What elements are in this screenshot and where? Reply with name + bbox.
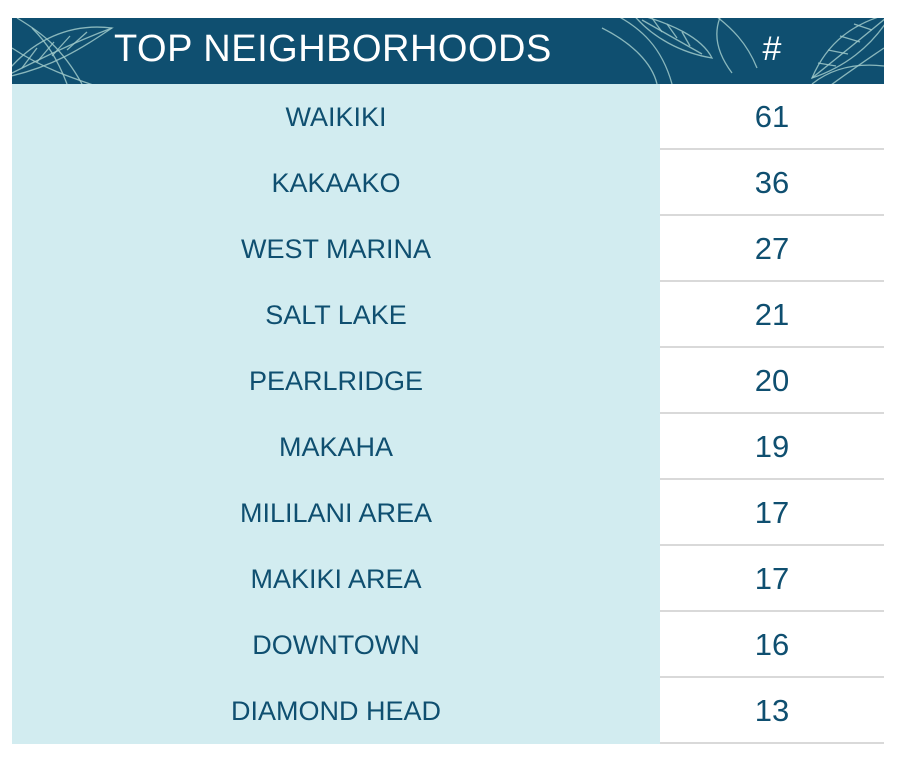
table-row: MAKAHA 19: [12, 414, 884, 480]
neighborhood-count: 19: [660, 414, 884, 480]
table-body: WAIKIKI 61 KAKAAKO 36 WEST MARINA 27 SAL…: [12, 84, 884, 744]
neighborhood-name: DIAMOND HEAD: [12, 678, 660, 744]
neighborhood-count: 21: [660, 282, 884, 348]
neighborhood-count: 36: [660, 150, 884, 216]
neighborhood-name: DOWNTOWN: [12, 612, 660, 678]
neighborhood-count: 17: [660, 480, 884, 546]
table-row: PEARLRIDGE 20: [12, 348, 884, 414]
neighborhood-count: 16: [660, 612, 884, 678]
table-row: SALT LAKE 21: [12, 282, 884, 348]
neighborhood-name: WAIKIKI: [12, 84, 660, 150]
neighborhood-name: MAKIKI AREA: [12, 546, 660, 612]
tropical-leaf-icon: [12, 18, 884, 84]
table-row: DIAMOND HEAD 13: [12, 678, 884, 744]
neighborhood-name: MAKAHA: [12, 414, 660, 480]
table-row: WAIKIKI 61: [12, 84, 884, 150]
neighborhood-count: 13: [660, 678, 884, 744]
table-header: TOP NEIGHBORHOODS #: [12, 18, 884, 84]
table-title: TOP NEIGHBORHOODS: [114, 28, 552, 70]
neighborhood-count: 61: [660, 84, 884, 150]
neighborhood-name: WEST MARINA: [12, 216, 660, 282]
table-row: KAKAAKO 36: [12, 150, 884, 216]
table-row: MILILANI AREA 17: [12, 480, 884, 546]
table-row: MAKIKI AREA 17: [12, 546, 884, 612]
neighborhood-count: 20: [660, 348, 884, 414]
neighborhoods-table: TOP NEIGHBORHOODS # WAIKIKI 61 KAKAAKO 3…: [12, 18, 884, 744]
count-column-header: #: [762, 30, 782, 68]
table-row: WEST MARINA 27: [12, 216, 884, 282]
table-row: DOWNTOWN 16: [12, 612, 884, 678]
neighborhood-count: 27: [660, 216, 884, 282]
neighborhood-name: KAKAAKO: [12, 150, 660, 216]
neighborhood-name: SALT LAKE: [12, 282, 660, 348]
neighborhood-name: PEARLRIDGE: [12, 348, 660, 414]
neighborhood-name: MILILANI AREA: [12, 480, 660, 546]
neighborhood-count: 17: [660, 546, 884, 612]
